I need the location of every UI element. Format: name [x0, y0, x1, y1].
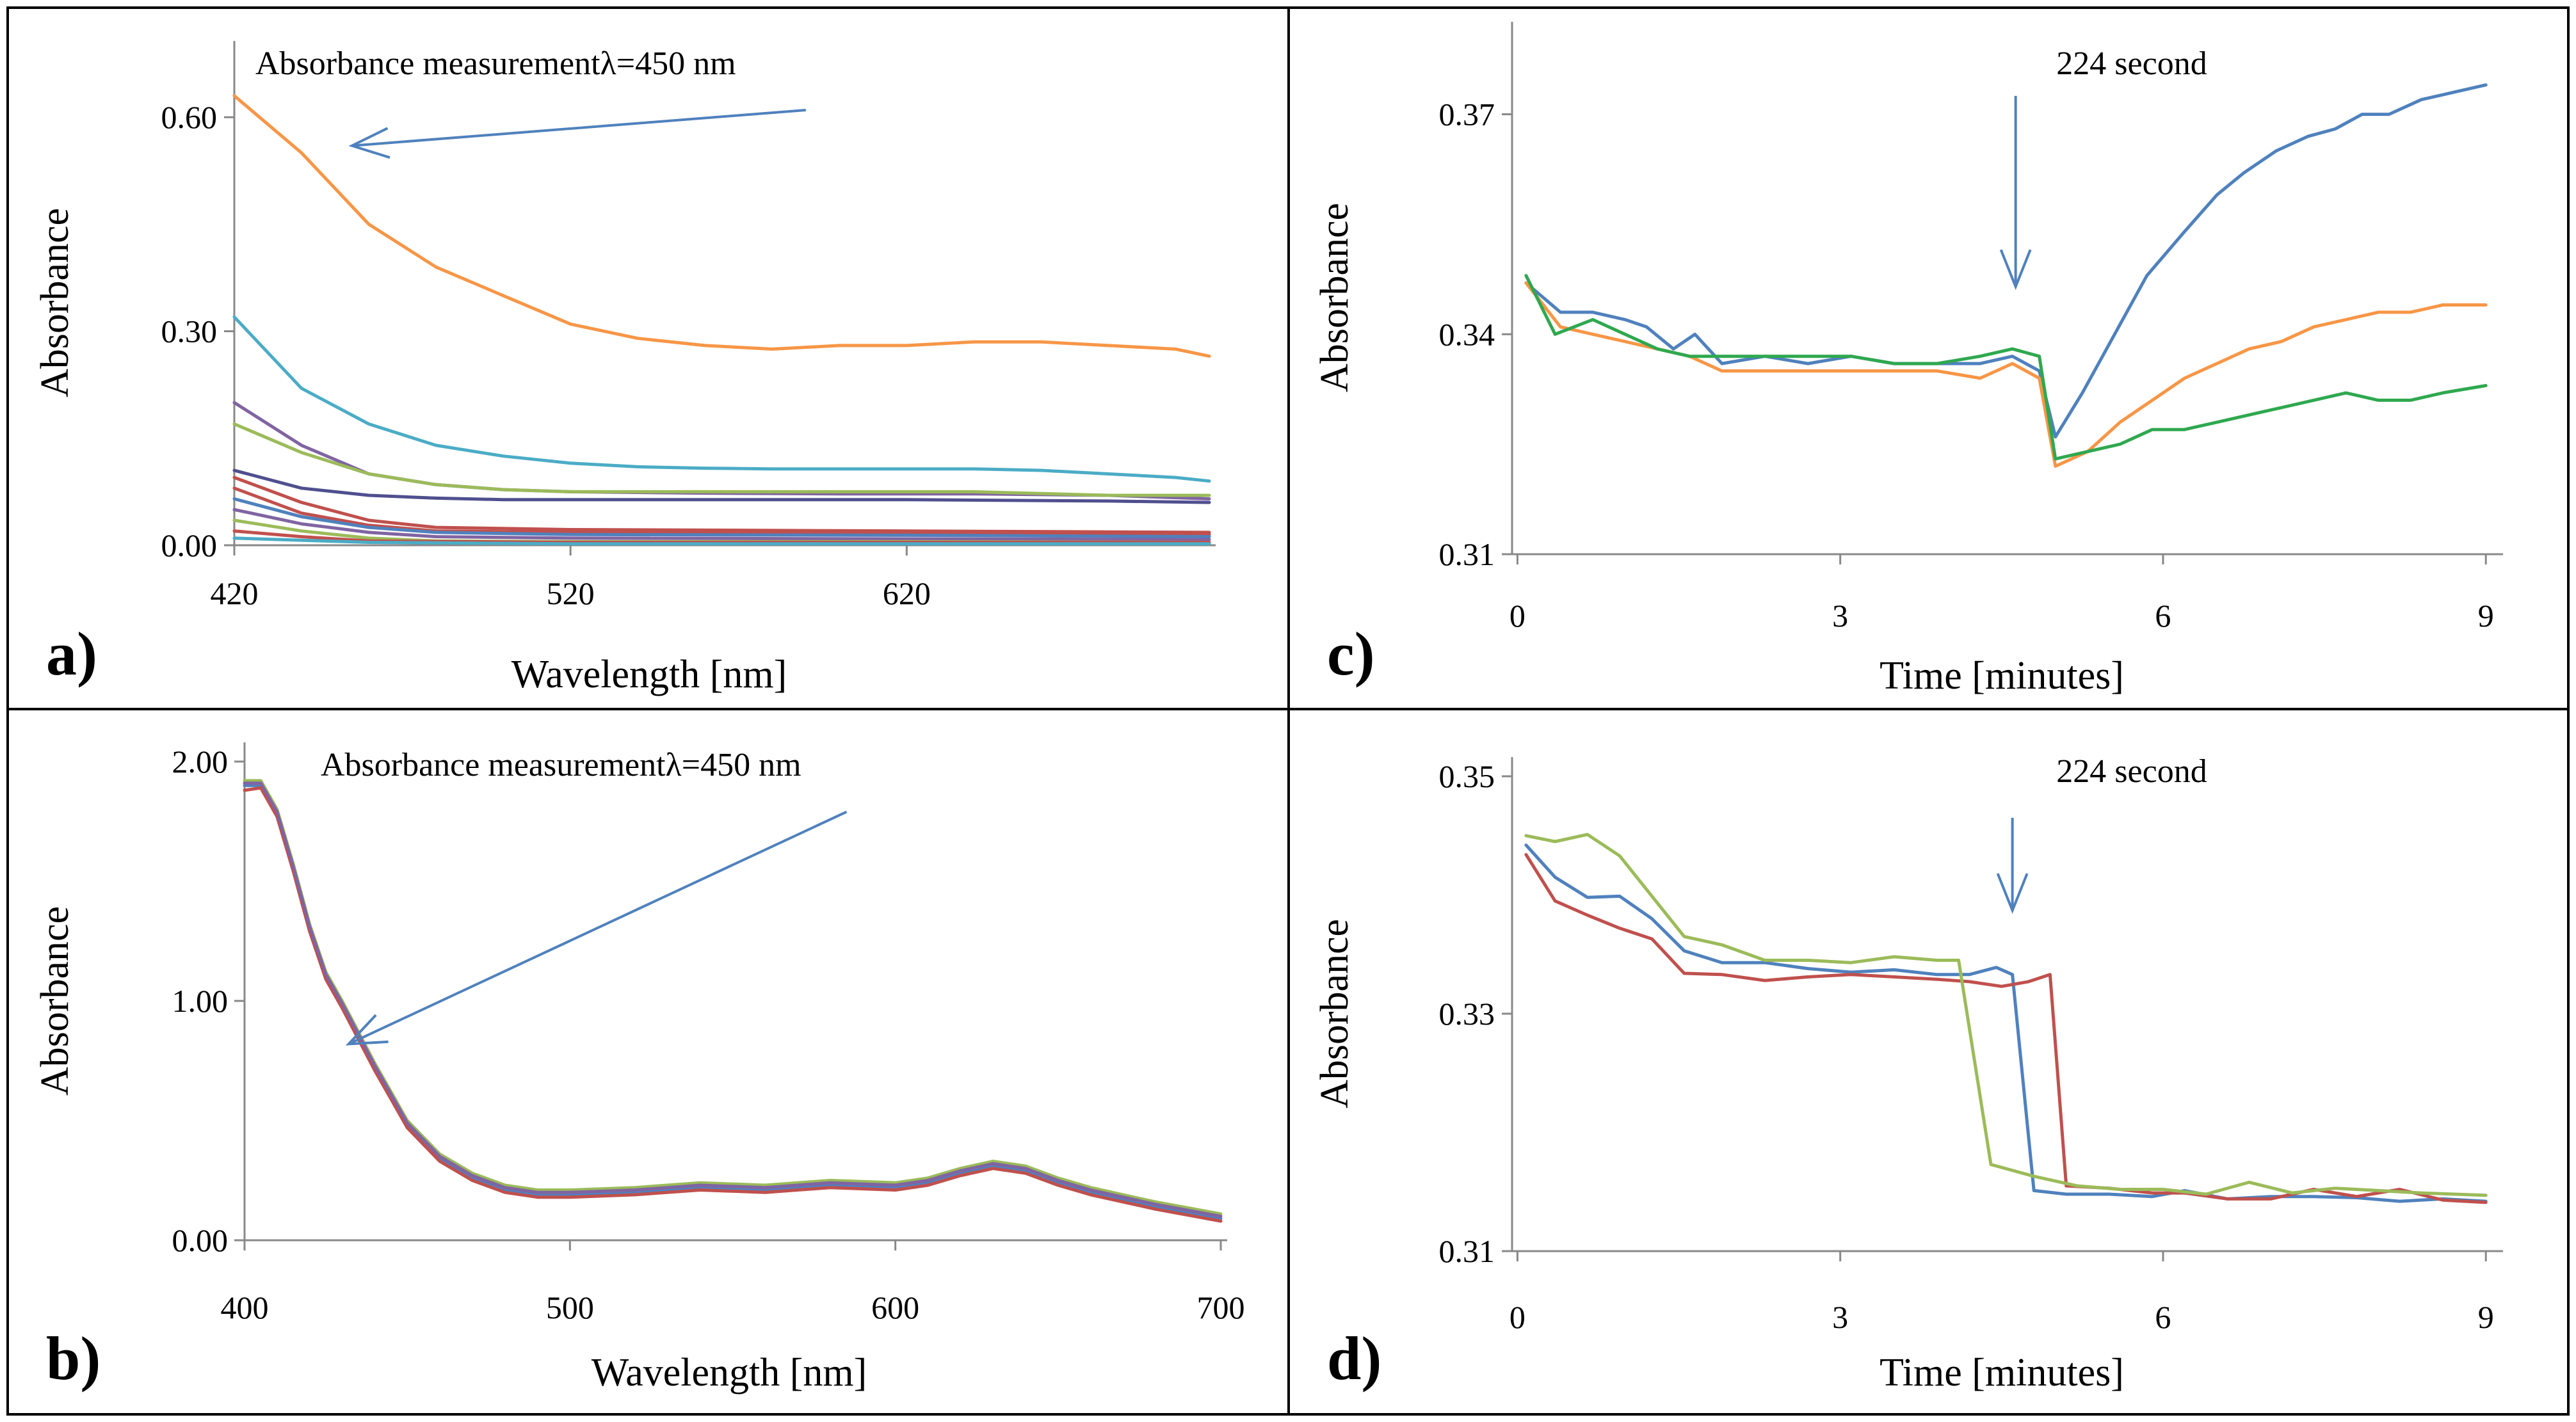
- y-tick-label: 0.00: [161, 527, 218, 563]
- annotation-arrowhead: [348, 127, 390, 159]
- x-axis-label: Wavelength [nm]: [592, 1351, 867, 1394]
- x-tick-label: 9: [2478, 1299, 2494, 1335]
- series-line-s4: [243, 781, 1223, 1218]
- x-tick-label: 0: [1509, 1299, 1525, 1335]
- y-tick-label: 0.00: [172, 1222, 229, 1258]
- y-axis-label: Absorbance: [33, 208, 77, 397]
- y-tick-label: 0.30: [161, 314, 218, 349]
- chart-b: 0.00 1.00 2.00 400 500 600 700 Wavelength [nm] A…: [33, 742, 1245, 1394]
- panel-c: 0.31 0.34 0.37 0 3 6 9 Time [minutes] Absorbance…: [1287, 6, 2570, 710]
- x-tick-label: 420: [211, 575, 259, 611]
- x-tick-label: 620: [883, 575, 931, 611]
- panel-label: b): [46, 1324, 101, 1393]
- series-line-green: [1524, 274, 2488, 461]
- x-tick-label: 500: [546, 1290, 594, 1325]
- x-tick-label: 520: [547, 575, 595, 611]
- series-line-blue: [1524, 83, 2488, 439]
- y-axis-label: Absorbance: [1313, 203, 1356, 392]
- chart-c: 0.31 0.34 0.37 0 3 6 9 Time [minutes] Absorbance…: [1313, 22, 2503, 698]
- x-axis-label: Wavelength [nm]: [511, 653, 787, 696]
- series-line-s4: [232, 422, 1211, 497]
- series-line-green: [1524, 833, 2488, 1197]
- annotation-text: Absorbance measurementλ=450 nm: [321, 747, 801, 783]
- series-line-s1: [232, 94, 1211, 358]
- series-line-s1: [243, 783, 1223, 1220]
- series-line-s12: [232, 536, 1211, 546]
- x-tick-label: 400: [221, 1290, 269, 1325]
- x-tick-label: 6: [2155, 598, 2171, 634]
- x-tick-label: 9: [2478, 598, 2494, 634]
- chart-a: 0.00 0.30 0.60 420 520 620 Wavelength [nm] Abso…: [33, 41, 1216, 696]
- annotation-text: 224 second: [2056, 753, 2207, 790]
- annotation-arrow: [348, 810, 848, 1046]
- x-tick-label: 0: [1509, 598, 1525, 634]
- panel-label: c): [1327, 619, 1375, 688]
- series-line-blue: [1524, 843, 2488, 1203]
- y-tick-label: 0.31: [1439, 536, 1495, 572]
- y-axis-label: Absorbance: [1313, 919, 1356, 1108]
- y-tick-label: 0.35: [1439, 758, 1495, 794]
- x-tick-label: 600: [871, 1290, 919, 1325]
- series-line-s3: [232, 401, 1211, 500]
- annotation-arrow: [351, 109, 806, 147]
- y-axis-label: Absorbance: [33, 906, 77, 1096]
- series-line-s2: [243, 786, 1223, 1223]
- x-tick-label: 700: [1197, 1290, 1245, 1325]
- series-line-s9: [232, 507, 1211, 541]
- series-line-red: [1524, 852, 2488, 1204]
- annotation-arrowhead: [345, 1014, 389, 1046]
- x-tick-label: 3: [1832, 1299, 1848, 1335]
- x-tick-label: 3: [1832, 598, 1848, 634]
- panel-label: a): [46, 619, 97, 688]
- y-tick-label: 0.34: [1439, 316, 1495, 352]
- x-tick-label: 6: [2155, 1299, 2171, 1335]
- panel-d: 0.31 0.33 0.35 0 3 6 9 Time [minutes] Absorbance…: [1287, 708, 2570, 1416]
- y-tick-label: 1.00: [172, 983, 229, 1019]
- panel-b: 0.00 1.00 2.00 400 500 600 700 Wavelength [nm] A…: [6, 708, 1290, 1416]
- annotation-arrowhead: [1996, 873, 2029, 915]
- annotation-text: 224 second: [2056, 45, 2207, 82]
- series-line-orange: [1524, 281, 2488, 468]
- annotation-text: Absorbance measurementλ=450 nm: [255, 45, 736, 82]
- x-axis-label: Time [minutes]: [1880, 654, 2124, 698]
- annotation-arrowhead: [1999, 249, 2032, 291]
- y-tick-label: 0.60: [161, 99, 218, 135]
- y-tick-label: 0.37: [1439, 97, 1495, 132]
- series-line-s8: [232, 497, 1211, 539]
- series-line-s5: [232, 468, 1211, 504]
- y-tick-label: 0.33: [1439, 996, 1495, 1032]
- panel-a: 0.00 0.30 0.60 420 520 620 Wavelength [nm] Abso…: [6, 6, 1290, 710]
- series-line-s2: [232, 315, 1211, 483]
- series-line-s6: [232, 475, 1211, 534]
- x-axis-label: Time [minutes]: [1880, 1351, 2124, 1394]
- series-line-s3: [243, 779, 1223, 1216]
- panel-label: d): [1327, 1324, 1381, 1393]
- y-tick-label: 0.31: [1439, 1233, 1495, 1269]
- chart-d: 0.31 0.33 0.35 0 3 6 9 Time [minutes] Absorbance…: [1313, 753, 2503, 1394]
- y-tick-label: 2.00: [172, 744, 229, 779]
